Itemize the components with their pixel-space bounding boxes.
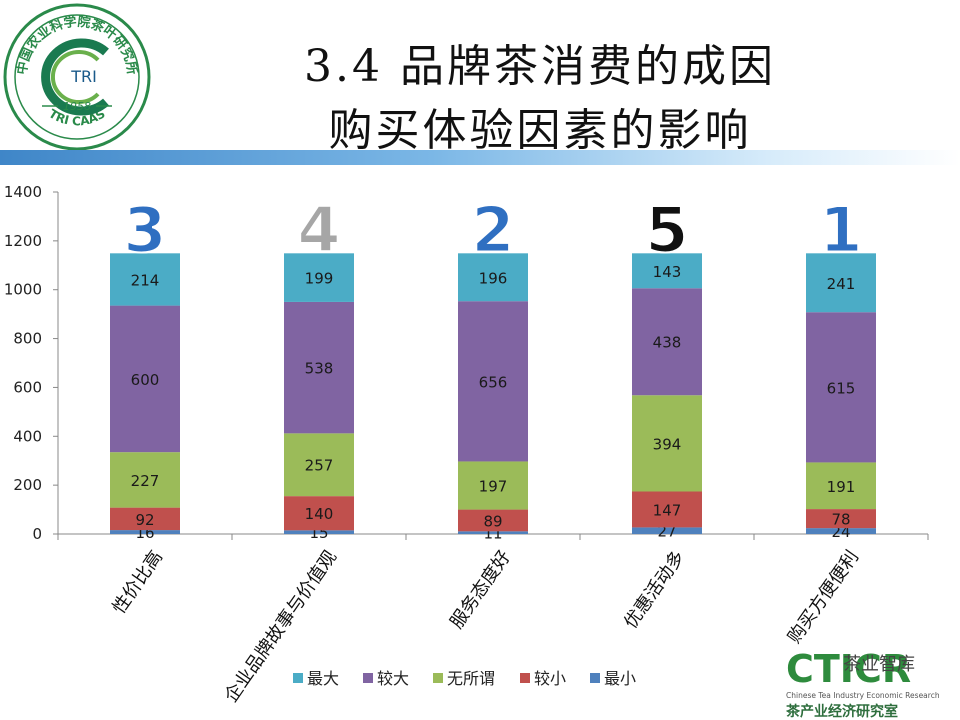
bar-segment — [110, 305, 180, 453]
bar-segment — [806, 312, 876, 463]
bar-segment — [284, 530, 354, 534]
stacked-bar-chart: 020040060080010001200140016922276002143性… — [4, 183, 929, 706]
bar-segment — [458, 461, 528, 510]
rank-number: 1 — [819, 193, 862, 266]
svg-text:1958: 1958 — [63, 100, 91, 113]
data-label: 197 — [479, 478, 508, 496]
data-label: 196 — [479, 269, 508, 287]
slide-title-line-2: 购买体验因素的影响 — [328, 105, 752, 156]
legend-swatch — [293, 673, 303, 683]
data-label: 227 — [131, 472, 160, 490]
bar-segment — [632, 395, 702, 492]
bar-segment — [284, 301, 354, 434]
data-label: 438 — [653, 334, 682, 352]
bar-segment — [806, 528, 876, 534]
bar-segment — [284, 433, 354, 497]
data-label: 394 — [653, 435, 682, 453]
x-category-label: 购买方便便利 — [784, 547, 863, 648]
data-label: 191 — [827, 478, 856, 496]
data-label: 78 — [831, 511, 850, 529]
svg-text:CTICR: CTICR — [786, 647, 911, 691]
legend-swatch — [520, 673, 530, 683]
x-category-label: 服务态度好 — [446, 547, 515, 633]
bar-segment — [458, 509, 528, 532]
bar-segment — [632, 288, 702, 396]
y-tick-label: 0 — [32, 525, 42, 543]
slide-title-line-1: 3.4 品牌茶消费的成因 — [304, 41, 776, 92]
legend-label: 最小 — [604, 669, 636, 688]
y-tick-label: 1000 — [4, 281, 42, 299]
legend-swatch — [433, 673, 443, 683]
rank-number: 2 — [471, 193, 514, 266]
x-category-label: 性价比高 — [109, 547, 167, 618]
y-tick-label: 1200 — [4, 232, 42, 250]
data-label: 89 — [483, 512, 502, 530]
wechat-label: 茶业智库 — [843, 654, 915, 675]
data-label: 257 — [305, 457, 334, 475]
y-tick-label: 1400 — [4, 183, 42, 201]
data-label: 147 — [653, 501, 682, 519]
bar-segment — [110, 452, 180, 508]
data-label: 241 — [827, 275, 856, 293]
cticr-watermark: CTICR Chinese Tea Industry Economic Rese… — [785, 647, 940, 720]
bar-segment — [632, 527, 702, 534]
bar-segment — [458, 253, 528, 302]
legend-label: 无所谓 — [447, 669, 495, 688]
bar-segment — [632, 253, 702, 289]
data-label: 615 — [827, 379, 856, 397]
bar-segment — [632, 491, 702, 528]
legend-label: 较大 — [377, 669, 409, 688]
legend-label: 最大 — [307, 669, 339, 688]
legend-swatch — [590, 673, 600, 683]
data-label: 92 — [135, 511, 154, 529]
bar-segment — [110, 253, 180, 306]
data-label: 656 — [479, 373, 508, 391]
rank-number: 4 — [297, 193, 340, 266]
svg-text:TRI: TRI — [70, 67, 97, 86]
rank-number: 3 — [123, 193, 166, 266]
bar-segment — [806, 253, 876, 313]
svg-text:Chinese Tea Industry Economic: Chinese Tea Industry Economic Research — [786, 691, 940, 700]
bar-segment — [458, 531, 528, 534]
header-band — [0, 150, 960, 165]
data-label: 214 — [131, 271, 160, 289]
tri-caas-logo: 中国农业科学院茶叶研究所 TRI CAAS TRI 1958 — [3, 3, 151, 151]
legend-swatch — [363, 673, 373, 683]
bar-segment — [806, 509, 876, 529]
data-label: 143 — [653, 263, 682, 281]
bar-segment — [284, 496, 354, 531]
bar-segment — [110, 530, 180, 534]
data-label: 199 — [305, 270, 334, 288]
y-tick-label: 400 — [13, 427, 42, 445]
data-label: 140 — [305, 505, 334, 523]
y-tick-label: 600 — [13, 378, 42, 396]
x-category-label: 优惠活动多 — [620, 547, 689, 633]
rank-number: 5 — [645, 193, 688, 266]
bar-segment — [110, 507, 180, 531]
bar-segment — [458, 301, 528, 462]
y-tick-label: 200 — [13, 476, 42, 494]
svg-text:茶产业经济研究室: 茶产业经济研究室 — [785, 703, 898, 720]
data-label: 600 — [131, 371, 160, 389]
legend-label: 较小 — [534, 669, 566, 688]
data-label: 538 — [305, 360, 334, 378]
bar-segment — [284, 253, 354, 302]
y-tick-label: 800 — [13, 330, 42, 348]
bar-segment — [806, 462, 876, 510]
